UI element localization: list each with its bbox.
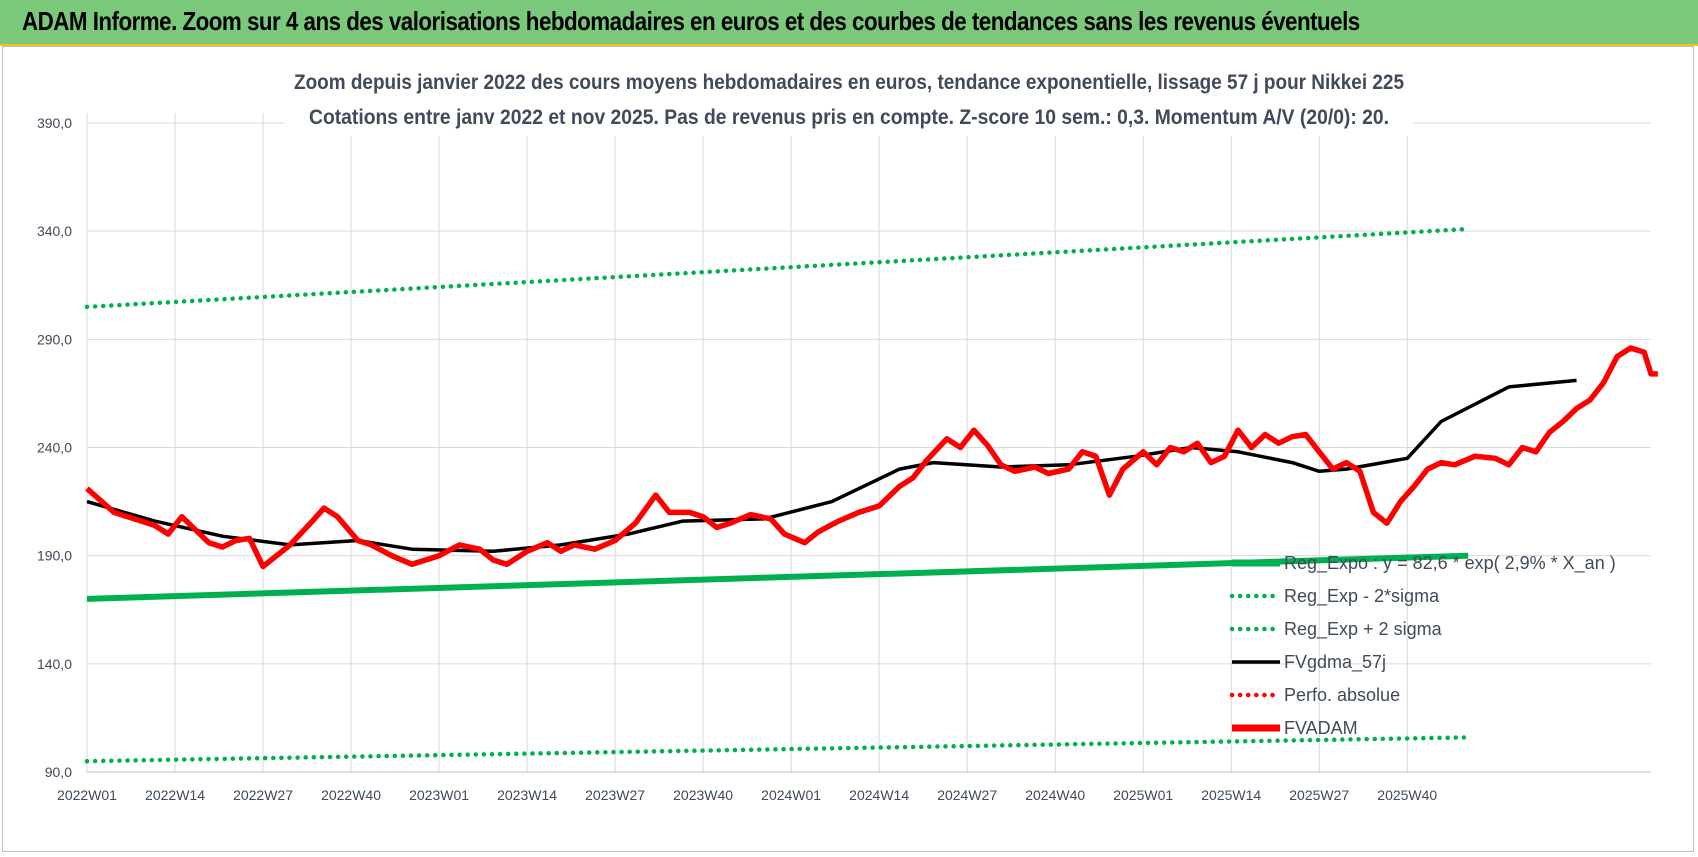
y-axis-ticks: 90,0 140,0 190,0 240,0 290,0 340,0 390,0 xyxy=(37,115,72,780)
x-tick-label: 2022W40 xyxy=(321,787,381,803)
chart-frame xyxy=(2,46,1694,852)
x-axis-ticks: 2022W01 2022W14 2022W27 2022W40 2023W01 2023W… xyxy=(57,787,1437,803)
chart-title: Zoom depuis janvier 2022 des cours moyen… xyxy=(294,71,1404,94)
y-tick-label: 340,0 xyxy=(37,223,72,239)
title-background xyxy=(284,68,1414,136)
legend-label: FVADAM xyxy=(1284,718,1358,738)
y-tick-label: 190,0 xyxy=(37,548,72,564)
gridlines xyxy=(86,113,1651,773)
legend: Reg_Expo : y = 82,6 * exp( 2,9% * X_an )… xyxy=(1229,553,1616,738)
x-tick-label: 2023W14 xyxy=(497,787,557,803)
x-tick-label: 2024W01 xyxy=(761,787,821,803)
x-tick-label: 2023W01 xyxy=(409,787,469,803)
x-tick-label: 2024W27 xyxy=(937,787,997,803)
legend-label: Reg_Exp - 2*sigma xyxy=(1284,586,1440,607)
x-tick-label: 2023W40 xyxy=(673,787,733,803)
banner: ADAM Informe. Zoom sur 4 ans des valoris… xyxy=(0,0,1698,46)
x-tick-label: 2022W14 xyxy=(145,787,205,803)
y-tick-label: 240,0 xyxy=(37,440,72,456)
x-tick-label: 2022W27 xyxy=(233,787,293,803)
x-tick-label: 2024W40 xyxy=(1025,787,1085,803)
series-lines xyxy=(84,226,1658,764)
chart-subtitle: Cotations entre janv 2022 et nov 2025. P… xyxy=(309,106,1389,129)
x-tick-label: 2025W40 xyxy=(1377,787,1437,803)
y-tick-label: 290,0 xyxy=(37,331,72,347)
series-line-2 xyxy=(84,226,1471,310)
series-line-5 xyxy=(85,345,1658,570)
x-tick-label: 2022W01 xyxy=(57,787,117,803)
x-tick-label: 2024W14 xyxy=(849,787,909,803)
legend-label: Reg_Expo : y = 82,6 * exp( 2,9% * X_an ) xyxy=(1284,553,1616,574)
x-tick-label: 2025W01 xyxy=(1113,787,1173,803)
x-tick-label: 2023W27 xyxy=(585,787,645,803)
legend-label: Reg_Exp + 2 sigma xyxy=(1284,619,1443,640)
y-tick-label: 140,0 xyxy=(37,656,72,672)
banner-title: ADAM Informe. Zoom sur 4 ans des valoris… xyxy=(22,6,1360,36)
x-tick-label: 2025W27 xyxy=(1289,787,1349,803)
y-tick-label: 90,0 xyxy=(45,764,72,780)
legend-label: FVgdma_57j xyxy=(1284,652,1386,673)
legend-label: Perfo. absolue xyxy=(1284,685,1400,705)
y-tick-label: 390,0 xyxy=(37,115,72,131)
x-tick-label: 2025W14 xyxy=(1201,787,1261,803)
series-line-1 xyxy=(84,735,1471,764)
